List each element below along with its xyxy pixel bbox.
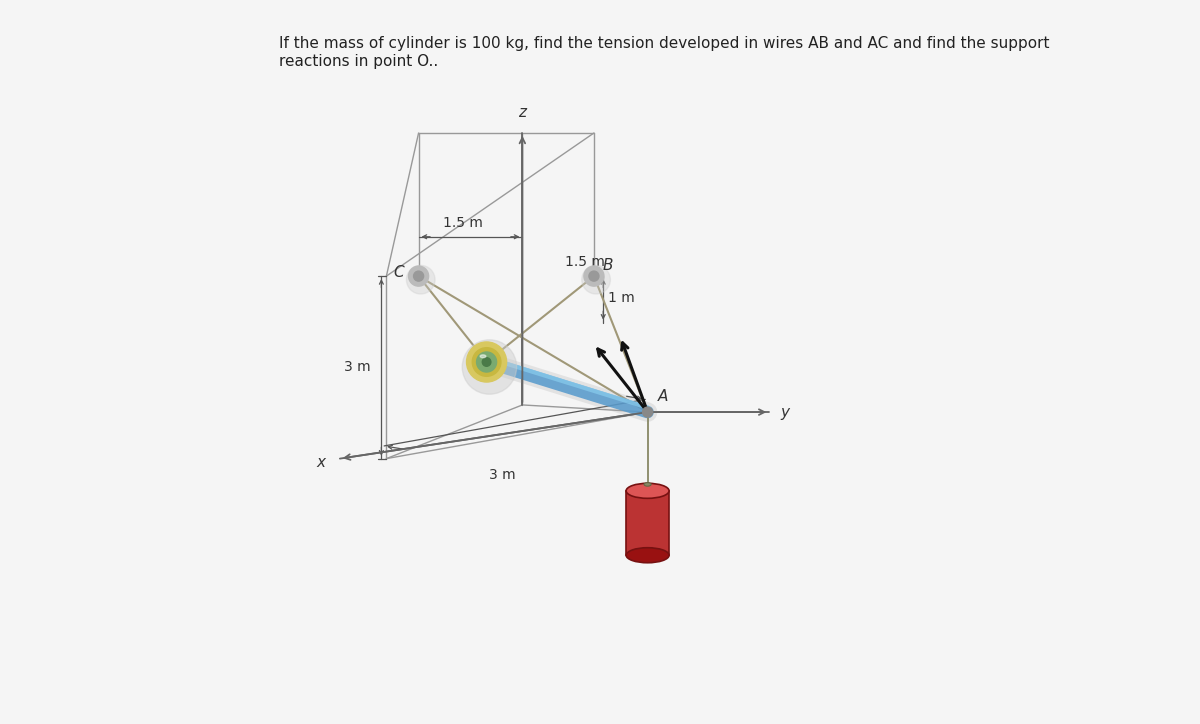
Circle shape: [584, 266, 604, 286]
Circle shape: [476, 352, 497, 372]
Ellipse shape: [480, 355, 486, 358]
Circle shape: [462, 340, 517, 394]
Ellipse shape: [626, 548, 670, 563]
Circle shape: [473, 348, 500, 376]
Text: x: x: [317, 455, 325, 470]
Text: 1.5 m: 1.5 m: [443, 216, 484, 230]
Circle shape: [408, 266, 428, 286]
Text: 1.5 m: 1.5 m: [565, 255, 605, 269]
Ellipse shape: [626, 484, 670, 498]
Text: C: C: [394, 265, 404, 280]
Text: 3 m: 3 m: [490, 468, 516, 481]
Text: A: A: [658, 389, 668, 403]
Circle shape: [467, 342, 506, 382]
Circle shape: [589, 271, 599, 281]
Circle shape: [407, 266, 436, 294]
Circle shape: [414, 271, 424, 281]
Text: z: z: [518, 105, 527, 120]
Circle shape: [582, 266, 611, 294]
Text: If the mass of cylinder is 100 kg, find the tension developed in wires AB and AC: If the mass of cylinder is 100 kg, find …: [280, 36, 1050, 69]
Circle shape: [482, 358, 491, 366]
Text: 3 m: 3 m: [344, 361, 371, 374]
Circle shape: [642, 407, 653, 417]
Text: 1 m: 1 m: [608, 290, 635, 305]
Text: B: B: [602, 258, 613, 272]
Text: y: y: [780, 405, 788, 420]
Ellipse shape: [644, 483, 652, 487]
FancyBboxPatch shape: [626, 491, 670, 555]
